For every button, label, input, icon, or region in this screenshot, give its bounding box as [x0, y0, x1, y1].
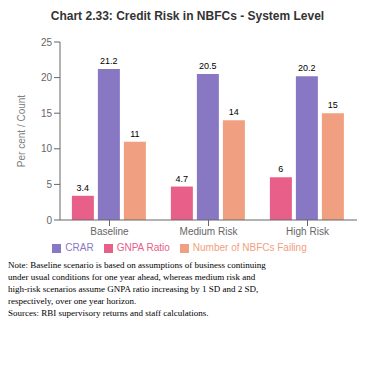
svg-text:11: 11	[130, 129, 139, 139]
html-text:CRAR: CRAR	[65, 242, 94, 253]
html-text:Sources: RBI supervisory retur: Sources: RBI supervisory returns and sta…	[8, 308, 209, 318]
svg-text:Baseline: Baseline	[90, 226, 129, 237]
svg-text:5: 5	[46, 179, 52, 190]
svg-text:15: 15	[41, 108, 53, 119]
svg-text:20.5: 20.5	[199, 61, 217, 71]
html-text:high-risk scenarios assume GNP: high-risk scenarios assume GNPA ratio in…	[8, 284, 259, 294]
html-text:under usual conditions for one: under usual conditions for one year ahea…	[8, 272, 256, 282]
html-text:Chart 2.33: Credit Risk in NBF: Chart 2.33: Credit Risk in NBFCs - Syste…	[50, 9, 325, 23]
svg-text:3.4: 3.4	[77, 183, 90, 193]
svg-text:20: 20	[41, 72, 53, 83]
svg-text:21.2: 21.2	[100, 56, 118, 66]
svg-text:15: 15	[328, 100, 338, 110]
svg-text:Per cent / Count: Per cent / Count	[16, 95, 27, 167]
svg-text:0: 0	[46, 215, 52, 226]
svg-text:25: 25	[41, 37, 53, 48]
svg-text:High Risk: High Risk	[286, 226, 330, 237]
html-text:Note: Baseline scenario is bas: Note: Baseline scenario is based on assu…	[8, 260, 266, 270]
html-text:GNPA Ratio: GNPA Ratio	[116, 242, 170, 253]
svg-text:6: 6	[278, 164, 283, 174]
html-text:respectively, over one year ho: respectively, over one year horizon.	[8, 296, 137, 306]
svg-text:4.7: 4.7	[176, 174, 189, 184]
html-text:Number of NBFCs Failing: Number of NBFCs Failing	[192, 242, 307, 253]
svg-text:Medium Risk: Medium Risk	[180, 226, 239, 237]
svg-text:14: 14	[229, 107, 239, 117]
svg-text:20.2: 20.2	[298, 63, 316, 73]
svg-text:10: 10	[41, 143, 53, 154]
